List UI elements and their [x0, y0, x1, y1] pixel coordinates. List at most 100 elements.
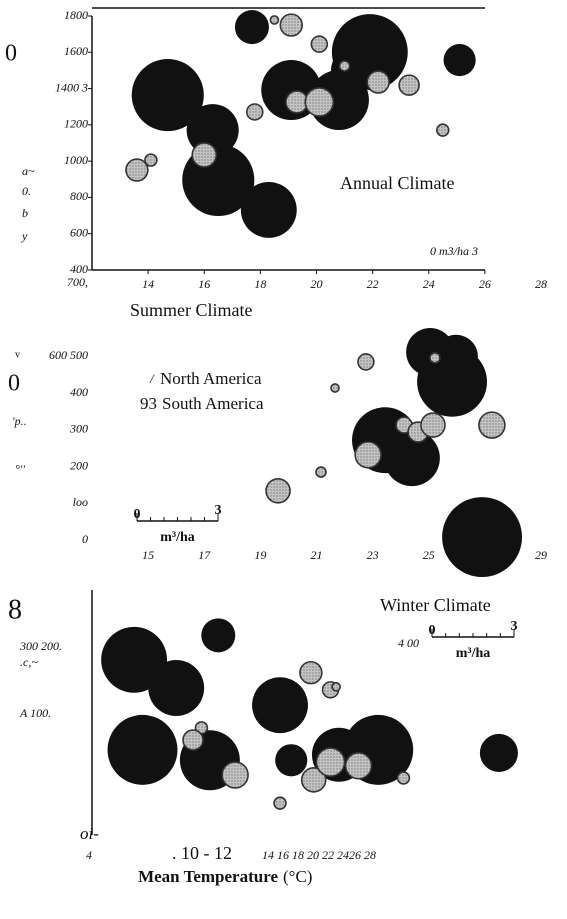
bubble	[436, 123, 450, 137]
bubble	[443, 44, 476, 77]
scale-label: 3	[511, 619, 518, 634]
annotation: b	[22, 206, 28, 220]
scale-unit: m³/ha	[160, 530, 195, 545]
bubble	[265, 477, 291, 504]
x-tick-label: 18	[254, 277, 266, 291]
bubble	[398, 74, 420, 96]
bubble	[310, 35, 329, 53]
x-tick-text: . 10 - 12	[172, 843, 232, 863]
x-tick-label: 29	[535, 548, 547, 562]
annotation: 0 m3/ha 3	[430, 244, 478, 258]
y-tick-label: 700,	[67, 275, 88, 289]
annotation: v	[15, 349, 20, 360]
x-tick-label: 28	[535, 277, 547, 291]
x-tick-label: 23	[367, 548, 379, 562]
bubble	[279, 13, 303, 37]
y-tick-label: 400	[70, 385, 88, 399]
x-tick-label: 25	[423, 548, 435, 562]
y-tick-label: 1200	[64, 117, 88, 131]
x-axis-unit: (°C)	[283, 867, 312, 886]
y-tick-label: 1000	[64, 153, 88, 167]
y-tick-label: 600 500	[49, 348, 88, 362]
legend-mark: /	[149, 371, 155, 386]
x-tick-label: 19	[254, 548, 266, 562]
annotation: Winter Climate	[380, 595, 491, 615]
annotation: 0	[5, 41, 17, 67]
bubble	[107, 714, 178, 785]
annotation: 4 00	[398, 636, 419, 650]
annotation: °''	[15, 462, 25, 476]
scale-label: 0	[429, 623, 436, 638]
fragment: 4	[86, 848, 92, 862]
x-tick-label: 14	[142, 277, 154, 291]
bubble	[357, 353, 375, 371]
bubble	[383, 430, 440, 487]
bubble	[338, 60, 351, 72]
bubble	[354, 441, 382, 469]
x-tick-label: 17	[198, 548, 211, 562]
annotation: 8	[8, 594, 22, 625]
bubble	[300, 767, 327, 793]
bubble	[144, 153, 158, 167]
annotation: Summer Climate	[130, 300, 252, 320]
x-tick-label: 24	[423, 277, 435, 291]
bubble	[330, 48, 375, 93]
bubble	[221, 761, 249, 789]
x-tick-text: 14 16 18 20 22 2426 28	[262, 848, 376, 862]
annotation: a~	[22, 164, 35, 178]
bubble	[396, 771, 411, 785]
annotation: .c,~	[20, 655, 38, 669]
x-tick-label: 16	[198, 277, 210, 291]
bubble	[245, 103, 264, 121]
annotation: 'p..	[12, 414, 27, 428]
x-tick-label: 15	[142, 548, 154, 562]
bubble	[315, 747, 346, 777]
bubble	[101, 626, 168, 693]
legend-label: South America	[162, 394, 264, 413]
bubble	[252, 677, 308, 734]
y-tick-label: 1600	[64, 44, 88, 58]
x-tick-label: 22	[367, 277, 379, 291]
bubble	[442, 497, 523, 578]
y-tick-label: 300	[69, 422, 88, 436]
bubble	[299, 660, 323, 685]
bubble	[201, 618, 236, 653]
legend-mark: 93	[140, 394, 157, 413]
bubble	[125, 158, 149, 182]
x-tick-label: 20	[311, 277, 323, 291]
bubble	[366, 70, 390, 94]
y-tick-label: 800	[70, 189, 88, 203]
bubble	[420, 412, 446, 438]
scale-label: 3	[215, 503, 222, 518]
scale-label: 0	[134, 507, 141, 522]
bubble	[315, 466, 327, 478]
y-tick-label: 0	[82, 532, 88, 546]
legend-label: North America	[160, 369, 262, 388]
scale-unit: m³/ha	[456, 646, 491, 661]
bubble	[148, 660, 205, 716]
bubble	[191, 142, 218, 168]
y-tick-label: 600	[70, 225, 88, 239]
y-tick-label: 200	[70, 458, 88, 472]
y-tick-label: 1800	[64, 8, 88, 22]
bubble	[330, 383, 340, 393]
x-tick-label: 21	[311, 548, 323, 562]
annotation: 0	[8, 371, 20, 397]
bubble	[344, 752, 373, 780]
annotation: Annual Climate	[340, 173, 454, 193]
bubble	[240, 182, 297, 238]
y-tick-label: 1400 3	[55, 80, 88, 94]
x-tick-label: 26	[479, 277, 491, 291]
bubble	[478, 411, 506, 439]
annotation: 300 200.	[19, 639, 62, 653]
bubble	[182, 729, 204, 751]
bubble	[429, 352, 441, 364]
x-axis-label: Mean Temperature	[138, 867, 278, 886]
bubble	[417, 346, 488, 417]
bubble	[269, 15, 280, 25]
annotation: A 100.	[19, 706, 51, 720]
bubble	[331, 681, 341, 692]
annotation: 0.	[22, 184, 31, 198]
bubble	[479, 733, 518, 772]
